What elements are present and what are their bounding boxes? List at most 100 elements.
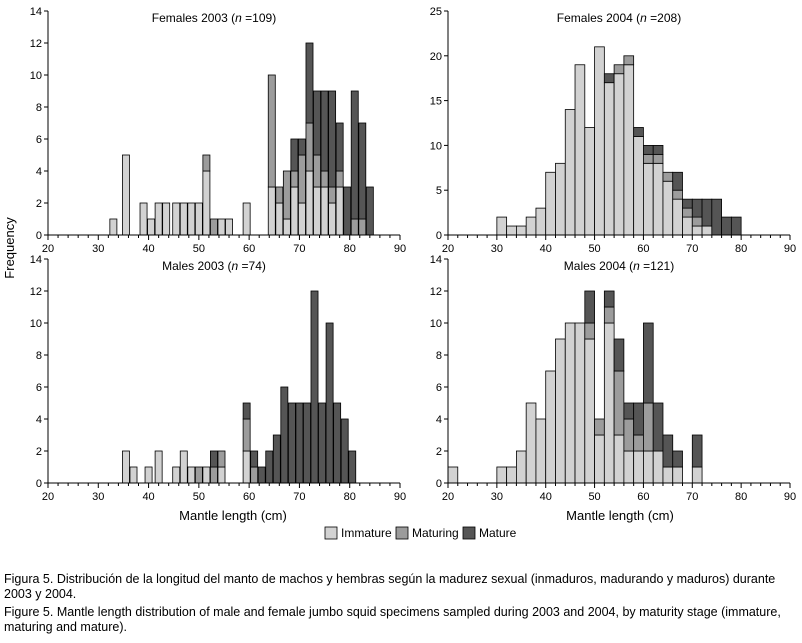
bar-immature	[154, 450, 163, 484]
bar-maturing	[202, 154, 211, 172]
bar-maturing	[623, 418, 635, 452]
y-tick-label: 4	[36, 166, 42, 178]
x-axis-label-right: Mantle length (cm)	[566, 508, 674, 523]
bar-immature	[217, 466, 226, 484]
bar-immature	[290, 186, 299, 236]
bar-mature	[333, 402, 342, 484]
bar-mature	[272, 434, 281, 484]
bar-immature	[555, 338, 566, 484]
y-tick-label: 2	[36, 446, 42, 458]
y-tick-label: 14	[30, 6, 42, 18]
panel-title-suffix: =109)	[242, 11, 276, 25]
bar-mature	[672, 450, 683, 468]
bar-mature	[721, 216, 732, 236]
y-tick-label: 6	[36, 382, 42, 394]
bar-maturing	[350, 218, 359, 236]
y-tick-label: 8	[436, 350, 442, 362]
panel-title-suffix: =208)	[647, 11, 681, 25]
caption-spanish: Figura 5. Distribución de la longitud de…	[4, 572, 798, 602]
bar-maturing	[210, 218, 218, 236]
bar-maturing	[623, 55, 635, 66]
bar-mature	[340, 418, 349, 484]
y-tick-label: 10	[430, 140, 442, 152]
y-tick-label: 10	[430, 318, 442, 330]
bar-immature	[162, 202, 171, 236]
bar-mature	[210, 450, 218, 468]
y-tick-label: 2	[36, 198, 42, 210]
bar-maturing	[210, 466, 218, 484]
bar-mature	[711, 198, 723, 236]
panel-title-suffix: =74)	[238, 259, 266, 273]
bar-maturing	[643, 153, 654, 164]
panel-title-prefix: Females 2003 (	[152, 11, 235, 25]
panel-title: Males 2003 (n =74)	[162, 259, 266, 273]
bar-immature	[147, 218, 156, 236]
x-tick-label: 30	[491, 491, 503, 503]
bar-mature	[701, 198, 713, 227]
bar-immature	[320, 186, 329, 236]
bar-immature	[584, 127, 595, 236]
bar-mature	[662, 434, 674, 468]
y-tick-label: 14	[30, 254, 42, 266]
bar-immature	[506, 225, 517, 236]
bar-mature	[691, 434, 703, 468]
panel-title-n: n	[633, 259, 640, 273]
legend-swatch-mature	[462, 526, 476, 540]
bar-immature	[187, 202, 196, 236]
bar-immature	[545, 171, 556, 236]
bar-immature	[633, 450, 644, 484]
bar-immature	[662, 466, 674, 484]
bar-mature	[335, 122, 344, 172]
x-tick-label: 60	[243, 491, 255, 503]
x-tick-label: 30	[491, 243, 503, 255]
bar-mature	[691, 198, 703, 218]
panel-males-2003: 0 2 4 6 8 10 12 14 20 30 40 50 60 70 80 90 Males 2003 (n…	[30, 254, 406, 503]
bar-maturing	[313, 154, 321, 188]
x-tick-label: 90	[784, 491, 796, 503]
bar-immature	[603, 322, 615, 484]
bar-immature	[525, 216, 537, 236]
x-tick-label: 90	[784, 243, 796, 255]
bar-immature	[574, 64, 586, 236]
bar-mature	[633, 402, 644, 436]
x-tick-label: 40	[540, 243, 552, 255]
legend-swatch-maturing	[395, 526, 409, 540]
bar-immature	[447, 466, 459, 484]
bar-immature	[275, 202, 284, 236]
panel-title-prefix: Males 2003 (	[162, 259, 231, 273]
bar-mature	[320, 90, 329, 172]
x-tick-label: 20	[42, 243, 54, 255]
caption-spanish-text: Distribución de la longitud del manto de…	[4, 572, 776, 601]
bar-maturing	[282, 170, 291, 220]
bar-immature	[555, 162, 566, 236]
legend-label-maturing: Maturing	[412, 526, 459, 540]
bar-immature	[535, 207, 547, 236]
bar-immature	[225, 218, 233, 236]
x-tick-label: 50	[193, 491, 205, 503]
x-tick-label: 70	[686, 243, 698, 255]
bar-immature	[179, 450, 188, 484]
bar-maturing	[358, 218, 367, 236]
bar-mature	[298, 138, 306, 156]
y-tick-label: 0	[436, 478, 442, 490]
bar-immature	[594, 434, 605, 484]
bar-maturing	[320, 170, 329, 188]
y-tick-label: 6	[436, 382, 442, 394]
x-tick-label: 90	[394, 491, 406, 503]
y-tick-label: 8	[36, 350, 42, 362]
y-tick-label: 2	[436, 446, 442, 458]
x-tick-label: 40	[142, 491, 154, 503]
y-tick-label: 0	[36, 478, 42, 490]
bar-maturing	[305, 122, 314, 172]
bar-immature	[506, 466, 517, 484]
bar-mature	[287, 402, 296, 484]
bar-immature	[154, 202, 163, 236]
bar-immature	[672, 198, 683, 236]
legend-label-immature: Immature	[341, 526, 392, 540]
y-tick-label: 6	[36, 134, 42, 146]
bar-immature	[202, 170, 211, 236]
bar-immature	[305, 170, 314, 236]
bar-mature	[643, 322, 654, 404]
y-tick-label: 25	[430, 6, 442, 18]
caption-english-label: Figure 5.	[4, 605, 54, 619]
